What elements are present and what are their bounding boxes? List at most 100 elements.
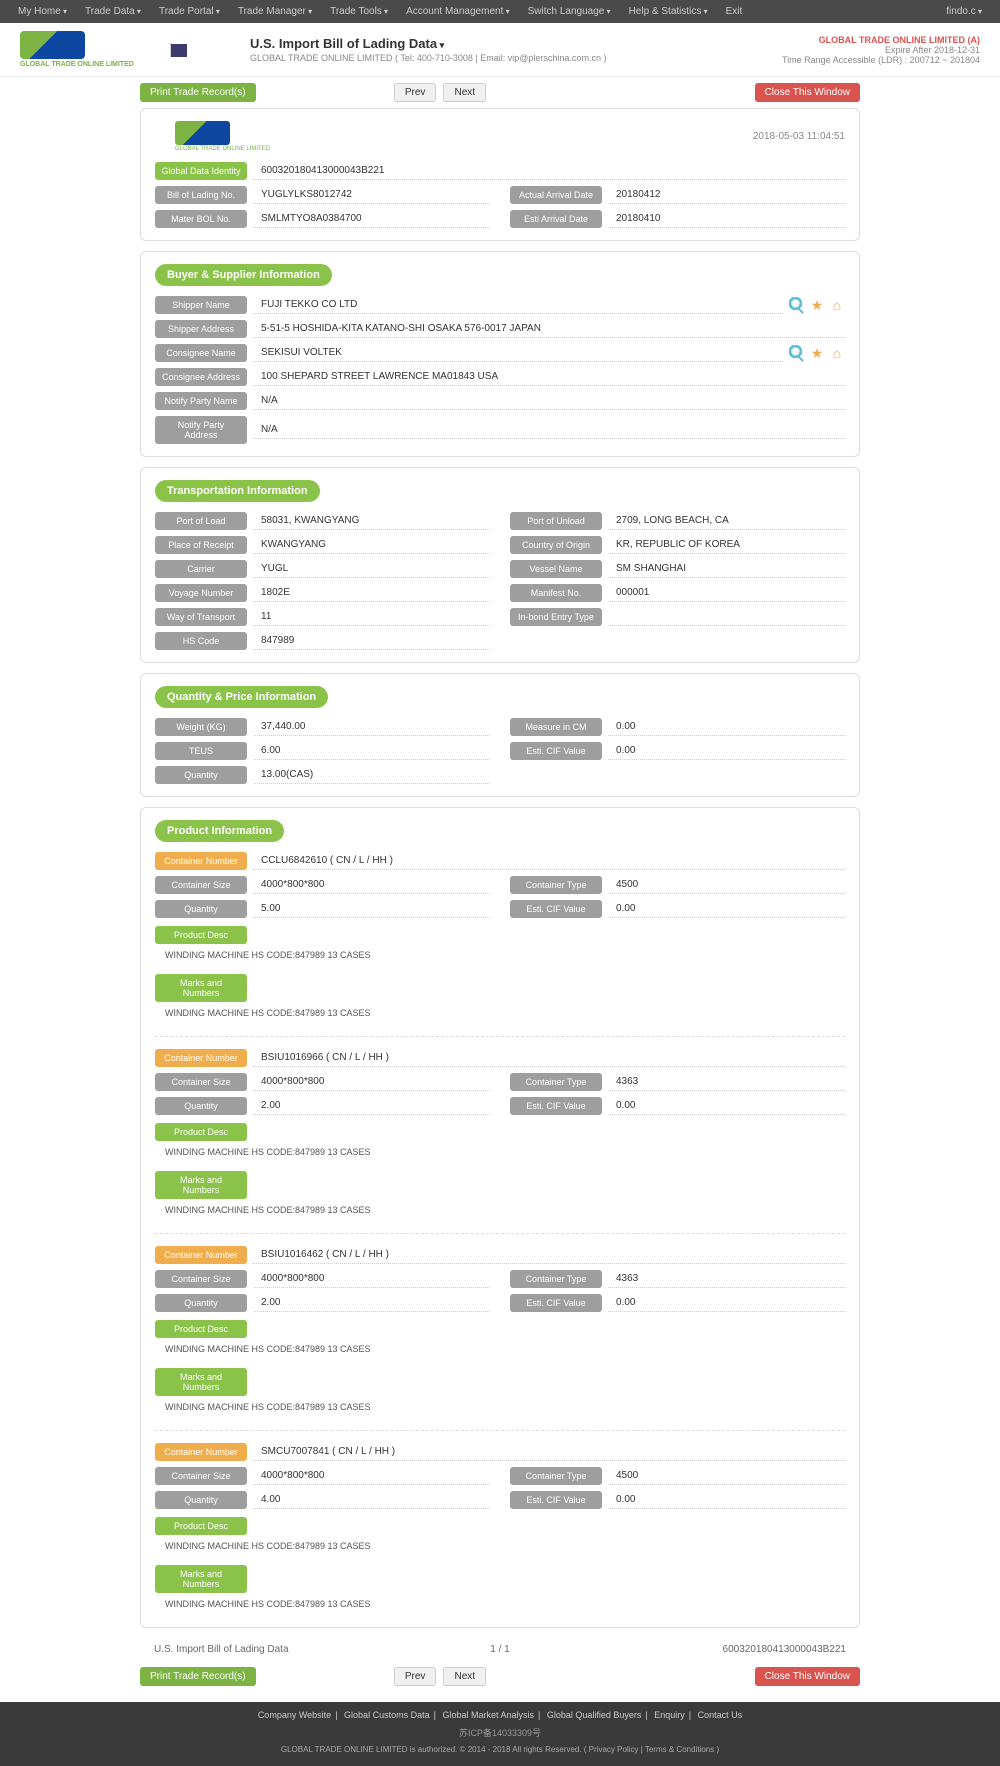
label-por: Place of Receipt: [155, 536, 247, 554]
flag-selector[interactable]: ▾: [170, 44, 230, 56]
bottom-info-bar: U.S. Import Bill of Lading Data 1 / 1 60…: [140, 1638, 860, 1661]
value-inbond: [608, 608, 845, 626]
label-aad: Actual Arrival Date: [510, 186, 602, 204]
container-block: Container NumberSMCU7007841 ( CN / L / H…: [155, 1430, 845, 1615]
home-icon[interactable]: ⌂: [829, 297, 845, 313]
value-measure: 0.00: [608, 718, 845, 736]
label-container-type: Container Type: [510, 1073, 602, 1091]
label-pou: Port of Unload: [510, 512, 602, 530]
label-product-desc: Product Desc: [155, 1517, 247, 1535]
transport-card: Transportation Information Port of Load 5…: [140, 467, 860, 663]
section-title-buyer: Buyer & Supplier Information: [155, 264, 332, 286]
value-voyage: 1802E: [253, 584, 490, 602]
menu-my-home[interactable]: My Home: [10, 4, 75, 19]
field-consignee-name: Consignee Name SEKISUI VOLTEK ★ ⌂: [155, 344, 845, 362]
value-por: KWANGYANG: [253, 536, 490, 554]
value-container-cif: 0.00: [608, 900, 845, 918]
next-button-bottom[interactable]: Next: [443, 1667, 486, 1686]
value-bol: YUGLYLKS8012742: [253, 186, 490, 204]
menu-exit[interactable]: Exit: [718, 4, 751, 19]
value-consignee-name: SEKISUI VOLTEK: [253, 344, 783, 362]
footer-copy-suffix: ): [716, 1745, 719, 1754]
value-container-type: 4500: [608, 1467, 845, 1485]
label-coo: Country of Origin: [510, 536, 602, 554]
home-icon[interactable]: ⌂: [829, 345, 845, 361]
action-bar-bottom: Print Trade Record(s) Prev Next Close Th…: [140, 1661, 860, 1692]
value-carrier: YUGL: [253, 560, 490, 578]
footer-sep: |: [645, 1710, 647, 1720]
menu-switch-language[interactable]: Switch Language: [520, 4, 619, 19]
star-icon[interactable]: ★: [809, 345, 825, 361]
bottom-page: 1 / 1: [490, 1644, 509, 1655]
page-subtitle: GLOBAL TRADE ONLINE LIMITED ( Tel: 400-7…: [250, 53, 606, 63]
value-teus: 6.00: [253, 742, 490, 760]
label-container-qty: Quantity: [155, 1491, 247, 1509]
menu-trade-manager[interactable]: Trade Manager: [230, 4, 320, 19]
value-notify-addr: N/A: [253, 421, 845, 439]
value-pou: 2709, LONG BEACH, CA: [608, 512, 845, 530]
value-ead: 20180410: [608, 210, 845, 228]
label-notify-name: Notify Party Name: [155, 392, 247, 410]
value-product-desc: WINDING MACHINE HS CODE:847989 13 CASES: [155, 1338, 845, 1360]
bottom-title: U.S. Import Bill of Lading Data: [154, 1644, 450, 1655]
main-content: GLOBAL TRADE ONLINE LIMITED 2018-05-03 1…: [140, 108, 860, 1628]
label-pol: Port of Load: [155, 512, 247, 530]
prev-button-bottom[interactable]: Prev: [394, 1667, 437, 1686]
footer-link-market[interactable]: Global Market Analysis: [442, 1710, 534, 1720]
value-mbol: SMLMTYO8A0384700: [253, 210, 490, 228]
menu-help-statistics[interactable]: Help & Statistics: [621, 4, 716, 19]
account-expire: Expire After 2018-12-31: [782, 45, 980, 55]
value-container-size: 4000*800*800: [253, 1073, 490, 1091]
value-container-type: 4363: [608, 1073, 845, 1091]
star-icon[interactable]: ★: [809, 297, 825, 313]
footer-terms-link[interactable]: Terms & Conditions: [645, 1745, 714, 1754]
label-manifest: Manifest No.: [510, 584, 602, 602]
field-consignee-addr: Consignee Address 100 SHEPARD STREET LAW…: [155, 368, 845, 386]
close-button[interactable]: Close This Window: [755, 83, 860, 102]
buyer-supplier-card: Buyer & Supplier Information Shipper Nam…: [140, 251, 860, 457]
footer-icp: 苏ICP备14033309号: [0, 1726, 1000, 1739]
footer-sep: |: [689, 1710, 691, 1720]
menu-account-management[interactable]: Account Management: [398, 4, 518, 19]
buyer-grid: Shipper Name FUJI TEKKO CO LTD ★ ⌂ Shipp…: [155, 296, 845, 444]
menu-trade-data[interactable]: Trade Data: [77, 4, 149, 19]
footer-link-website[interactable]: Company Website: [258, 1710, 331, 1720]
value-weight: 37,440.00: [253, 718, 490, 736]
footer-link-enquiry[interactable]: Enquiry: [654, 1710, 685, 1720]
print-button-bottom[interactable]: Print Trade Record(s): [140, 1667, 256, 1686]
menu-trade-portal[interactable]: Trade Portal: [151, 4, 228, 19]
label-container-no: Container Number: [155, 1246, 247, 1264]
search-icon[interactable]: [789, 297, 805, 313]
field-shipper-addr: Shipper Address 5-51-5 HOSHIDA-KITA KATA…: [155, 320, 845, 338]
section-title-product: Product Information: [155, 820, 284, 842]
footer-link-contact[interactable]: Contact Us: [698, 1710, 743, 1720]
search-icon[interactable]: [789, 345, 805, 361]
value-container-size: 4000*800*800: [253, 876, 490, 894]
print-button[interactable]: Print Trade Record(s): [140, 83, 256, 102]
close-button-bottom[interactable]: Close This Window: [755, 1667, 860, 1686]
page-title[interactable]: U.S. Import Bill of Lading Data: [250, 36, 606, 51]
footer-privacy-link[interactable]: Privacy Policy: [589, 1745, 639, 1754]
label-container-no: Container Number: [155, 1443, 247, 1461]
value-hs: 847989: [253, 632, 490, 650]
menu-trade-tools[interactable]: Trade Tools: [322, 4, 396, 19]
value-coo: KR, REPUBLIC OF KOREA: [608, 536, 845, 554]
label-gdi: Global Data Identity: [155, 162, 247, 180]
footer-links: Company Website | Global Customs Data | Gl…: [0, 1710, 1000, 1720]
value-gdi: 600320180413000043B221: [253, 162, 845, 180]
label-marks-numbers: Marks and Numbers: [155, 1368, 247, 1396]
section-title-transport: Transportation Information: [155, 480, 320, 502]
label-product-desc: Product Desc: [155, 1320, 247, 1338]
footer-link-customs[interactable]: Global Customs Data: [344, 1710, 430, 1720]
footer-link-buyers[interactable]: Global Qualified Buyers: [547, 1710, 642, 1720]
value-container-qty: 5.00: [253, 900, 490, 918]
next-button[interactable]: Next: [443, 83, 486, 102]
menu-user[interactable]: findo.c: [938, 4, 990, 19]
prev-button[interactable]: Prev: [394, 83, 437, 102]
header-title-box: U.S. Import Bill of Lading Data GLOBAL T…: [250, 36, 606, 63]
container-block: Container NumberCCLU6842610 ( CN / L / H…: [155, 852, 845, 1024]
label-vessel: Vessel Name: [510, 560, 602, 578]
page-footer: Company Website | Global Customs Data | Gl…: [0, 1702, 1000, 1766]
label-notify-addr: Notify Party Address: [155, 416, 247, 444]
value-pol: 58031, KWANGYANG: [253, 512, 490, 530]
